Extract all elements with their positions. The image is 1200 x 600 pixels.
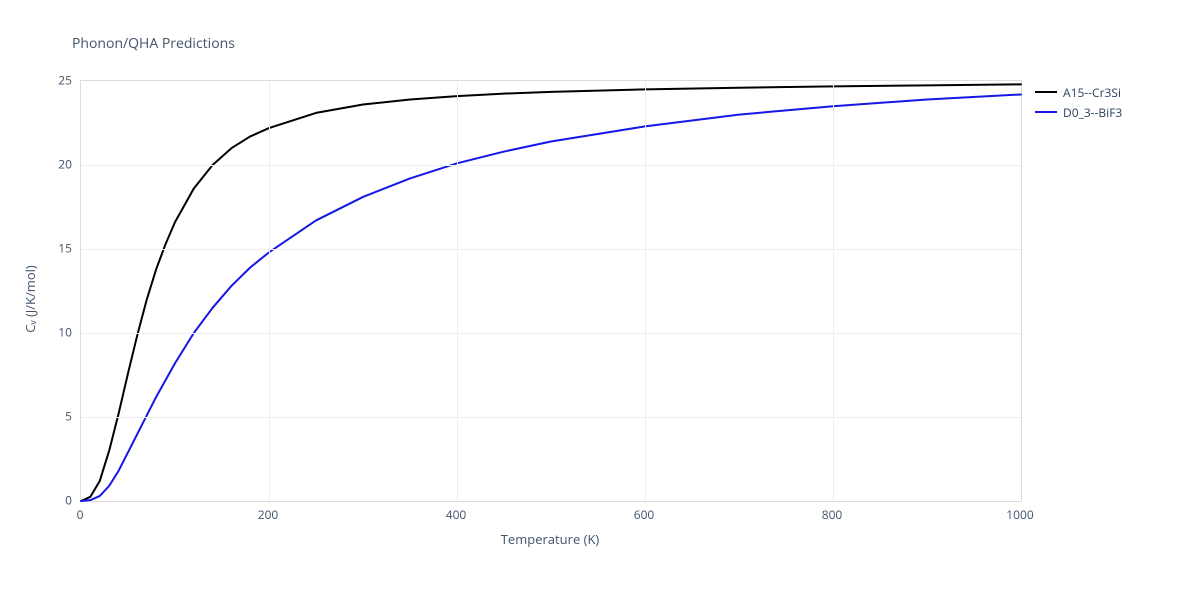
legend-label: D0_3--BiF3 — [1063, 104, 1122, 121]
x-tick-label: 1000 — [1006, 506, 1033, 523]
legend-label: A15--Cr3Si — [1063, 84, 1121, 101]
gridline-h — [81, 333, 1021, 334]
gridline-v — [645, 81, 646, 501]
y-tick-label: 10 — [32, 324, 72, 341]
y-tick-label: 0 — [32, 492, 72, 509]
series-line[interactable] — [81, 84, 1021, 501]
legend-item[interactable]: D0_3--BiF3 — [1035, 102, 1122, 122]
x-tick-label: 600 — [634, 506, 655, 523]
x-tick-label: 800 — [822, 506, 843, 523]
x-tick-label: 400 — [446, 506, 467, 523]
gridline-h — [81, 249, 1021, 250]
gridline-v — [833, 81, 834, 501]
legend[interactable]: A15--Cr3Si D0_3--BiF3 — [1035, 82, 1122, 122]
gridline-v — [457, 81, 458, 501]
gridline-h — [81, 417, 1021, 418]
legend-swatch — [1035, 91, 1057, 93]
x-axis-title: Temperature (K) — [501, 530, 600, 548]
gridline-h — [81, 165, 1021, 166]
y-tick-label: 20 — [32, 156, 72, 173]
x-tick-label: 0 — [77, 506, 84, 523]
y-tick-label: 15 — [32, 240, 72, 257]
gridline-v — [269, 81, 270, 501]
chart-title: Phonon/QHA Predictions — [72, 34, 235, 53]
plot-area[interactable] — [80, 80, 1022, 502]
legend-item[interactable]: A15--Cr3Si — [1035, 82, 1122, 102]
curves-svg — [81, 81, 1021, 501]
x-tick-label: 200 — [258, 506, 279, 523]
legend-swatch — [1035, 111, 1057, 113]
chart-container: Phonon/QHA Predictions Temperature (K) C… — [0, 0, 1200, 600]
y-tick-label: 25 — [32, 72, 72, 89]
y-tick-label: 5 — [32, 408, 72, 425]
